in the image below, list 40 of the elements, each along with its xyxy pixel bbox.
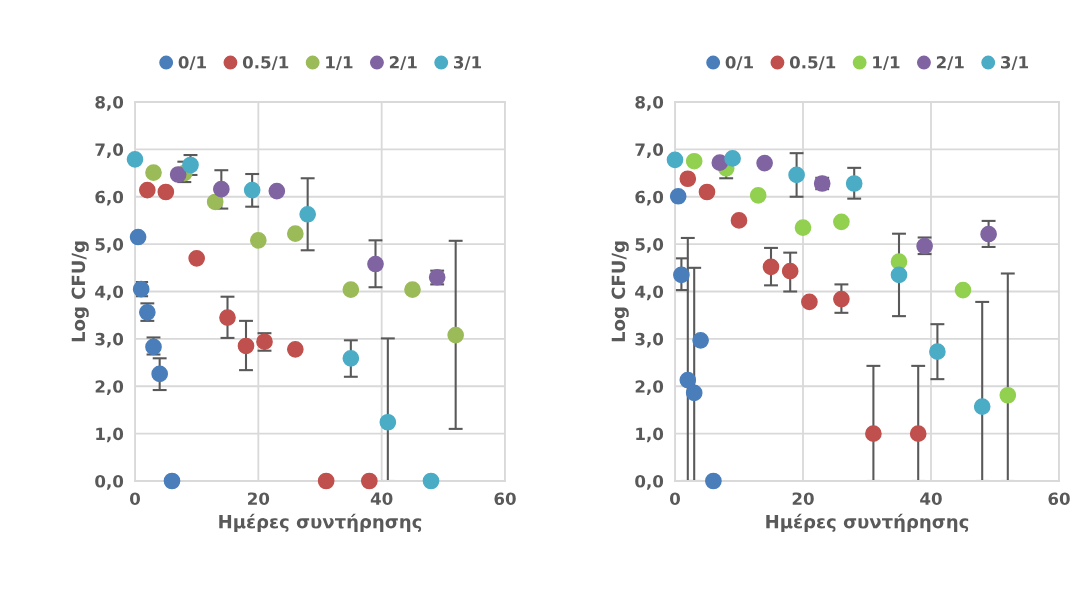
y-tick-label: 1,0 [636,427,664,443]
x-tick-label: 0 [670,492,680,506]
legend-label: 2/1 [389,56,417,70]
y-tick-label: 7,0 [95,143,124,159]
x-axis-title: Ημέρες συντήρησης [219,513,422,533]
x-tick-label: 0 [130,492,140,506]
legend-label: 1/1 [326,56,353,70]
legend-label: 3/1 [1001,56,1029,70]
x-axis-title: Ημέρες συντήρησης [766,513,969,533]
y-axis-title: Log CFU/g [611,241,629,342]
y-tick-label: 1,0 [96,427,124,443]
y-tick-label: 3,0 [95,332,124,348]
legend-label: 0/1 [178,56,206,70]
y-tick-label: 5,0 [635,238,664,253]
legend-label: 1/1 [873,56,900,70]
y-tick-label: 4,0 [635,285,664,301]
y-tick-label: 4,0 [95,285,124,301]
legend-label: 0.5/1 [242,56,289,70]
x-tick-label: 40 [370,492,393,506]
x-tick-label: 60 [494,492,516,506]
y-tick-label: 6,0 [635,190,664,206]
y-tick-label: 2,0 [95,380,124,395]
legend-label: 0/1 [725,56,753,70]
y-tick-label: 5,0 [95,238,124,253]
y-tick-label: 0,0 [95,474,124,490]
y-tick-label: 8,0 [95,95,124,111]
y-tick-label: 6,0 [95,190,124,206]
y-tick-label: 7,0 [635,143,664,159]
y-tick-label: 3,0 [635,332,664,348]
x-tick-label: 60 [1048,492,1070,506]
legend-label: 2/1 [936,56,964,70]
x-tick-label: 20 [792,492,814,506]
x-tick-label: 40 [920,492,942,506]
y-axis-title: Log CFU/g [71,241,89,342]
y-tick-label: 8,0 [635,95,664,111]
legend-label: 3/1 [454,56,482,70]
y-tick-label: 0,0 [635,474,664,490]
y-tick-label: 2,0 [635,380,664,395]
legend-label: 0.5/1 [789,56,836,70]
x-tick-label: 20 [248,492,270,506]
